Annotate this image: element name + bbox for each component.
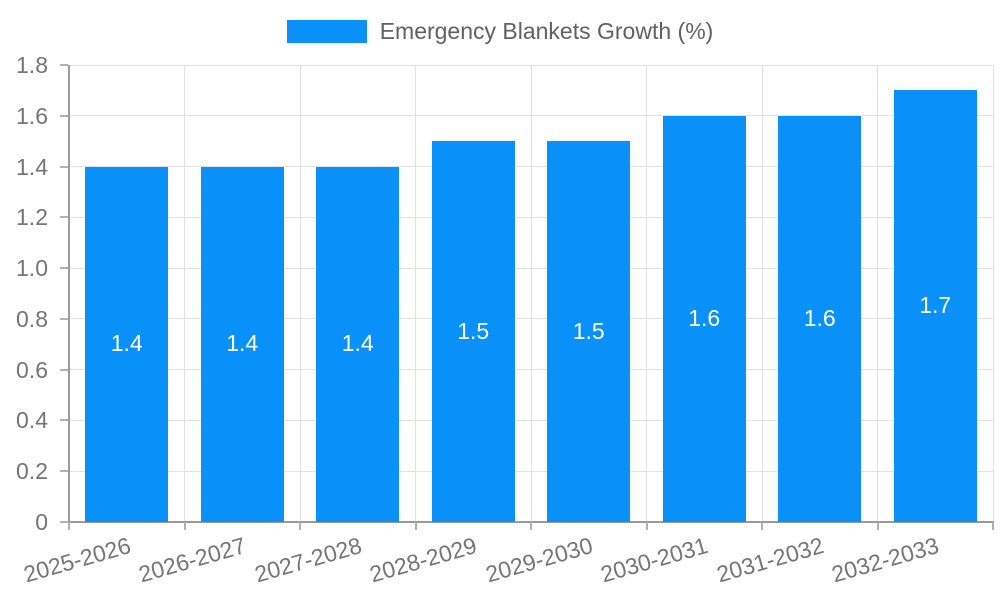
- x-tick-label: 2027-2028: [251, 532, 365, 588]
- plot-area: 0 0.2 0.4 0.6 0.8 1.0 1.2 1.4 1.6 1.8 1.4 2025-2026…: [16, 54, 994, 587]
- x-tick-label: 2029-2030: [482, 532, 596, 588]
- y-axis-tick: [60, 368, 68, 371]
- bar-value-label: 1.5: [457, 317, 490, 344]
- x-axis-tick: [992, 522, 994, 530]
- x-axis-tick: [876, 522, 879, 530]
- x-axis-tick: [299, 522, 301, 530]
- bar[interactable]: 1.6: [778, 115, 862, 522]
- x-tick-label: 2026-2027: [135, 532, 249, 588]
- x-tick-label: 2028-2029: [366, 532, 480, 588]
- y-axis-tick: [60, 114, 68, 117]
- bar-value-label: 1.6: [688, 304, 721, 331]
- y-tick-label: 0.4: [16, 407, 48, 434]
- y-axis-tick: [60, 317, 68, 320]
- bar[interactable]: 1.4: [85, 166, 169, 522]
- legend-swatch-icon: [286, 20, 367, 44]
- y-tick-label: 0.8: [16, 305, 48, 332]
- bar[interactable]: 1.5: [547, 141, 631, 522]
- v-gridline: [877, 65, 878, 522]
- y-tick-label: 1.4: [16, 153, 48, 180]
- y-tick-label: 1.8: [16, 52, 48, 78]
- y-tick-label: 0.2: [16, 458, 48, 485]
- y-tick-label: 1.2: [16, 204, 48, 231]
- y-axis-tick: [60, 267, 68, 270]
- bar[interactable]: 1.5: [431, 141, 515, 522]
- bar[interactable]: 1.7: [893, 90, 977, 522]
- bar-value-label: 1.4: [226, 330, 259, 357]
- y-tick-label: 0: [35, 509, 48, 535]
- y-axis-line: [68, 65, 70, 522]
- v-gridline: [992, 65, 994, 522]
- x-axis-tick: [530, 522, 532, 530]
- v-gridline: [761, 65, 763, 522]
- x-tick-label: 2032-2033: [828, 532, 942, 588]
- x-axis-tick: [414, 522, 417, 530]
- y-tick-label: 0.6: [16, 356, 48, 383]
- y-axis-tick: [60, 165, 68, 168]
- legend-label: Emergency Blankets Growth (%): [379, 18, 714, 44]
- x-axis-tick: [761, 522, 763, 530]
- v-gridline: [184, 65, 185, 522]
- x-axis-tick: [68, 522, 70, 530]
- bar-value-label: 1.6: [803, 304, 836, 331]
- x-tick-label: 2025-2026: [20, 532, 134, 588]
- y-axis-tick: [60, 216, 68, 219]
- x-axis-tick: [645, 522, 648, 530]
- y-axis-tick: [60, 419, 68, 422]
- v-gridline: [646, 65, 647, 522]
- bar-value-label: 1.4: [110, 330, 143, 357]
- y-axis-tick: [60, 64, 68, 66]
- bar-value-label: 1.7: [919, 292, 952, 319]
- chart-legend[interactable]: Emergency Blankets Growth (%): [0, 18, 1000, 46]
- x-tick-label: 2031-2032: [713, 532, 827, 588]
- bar[interactable]: 1.4: [200, 166, 284, 522]
- v-gridline: [415, 65, 416, 522]
- y-axis-tick: [60, 521, 68, 523]
- y-tick-label: 1.6: [16, 102, 48, 129]
- v-gridline: [530, 65, 532, 522]
- bar[interactable]: 1.4: [316, 166, 400, 522]
- x-tick-label: 2030-2031: [597, 532, 711, 588]
- y-tick-label: 1.0: [16, 255, 48, 282]
- bar-value-label: 1.5: [572, 317, 605, 344]
- bar-value-label: 1.4: [341, 330, 374, 357]
- x-axis-tick: [183, 522, 186, 530]
- y-axis-tick: [60, 470, 68, 473]
- v-gridline: [299, 65, 301, 522]
- bar[interactable]: 1.6: [662, 115, 746, 522]
